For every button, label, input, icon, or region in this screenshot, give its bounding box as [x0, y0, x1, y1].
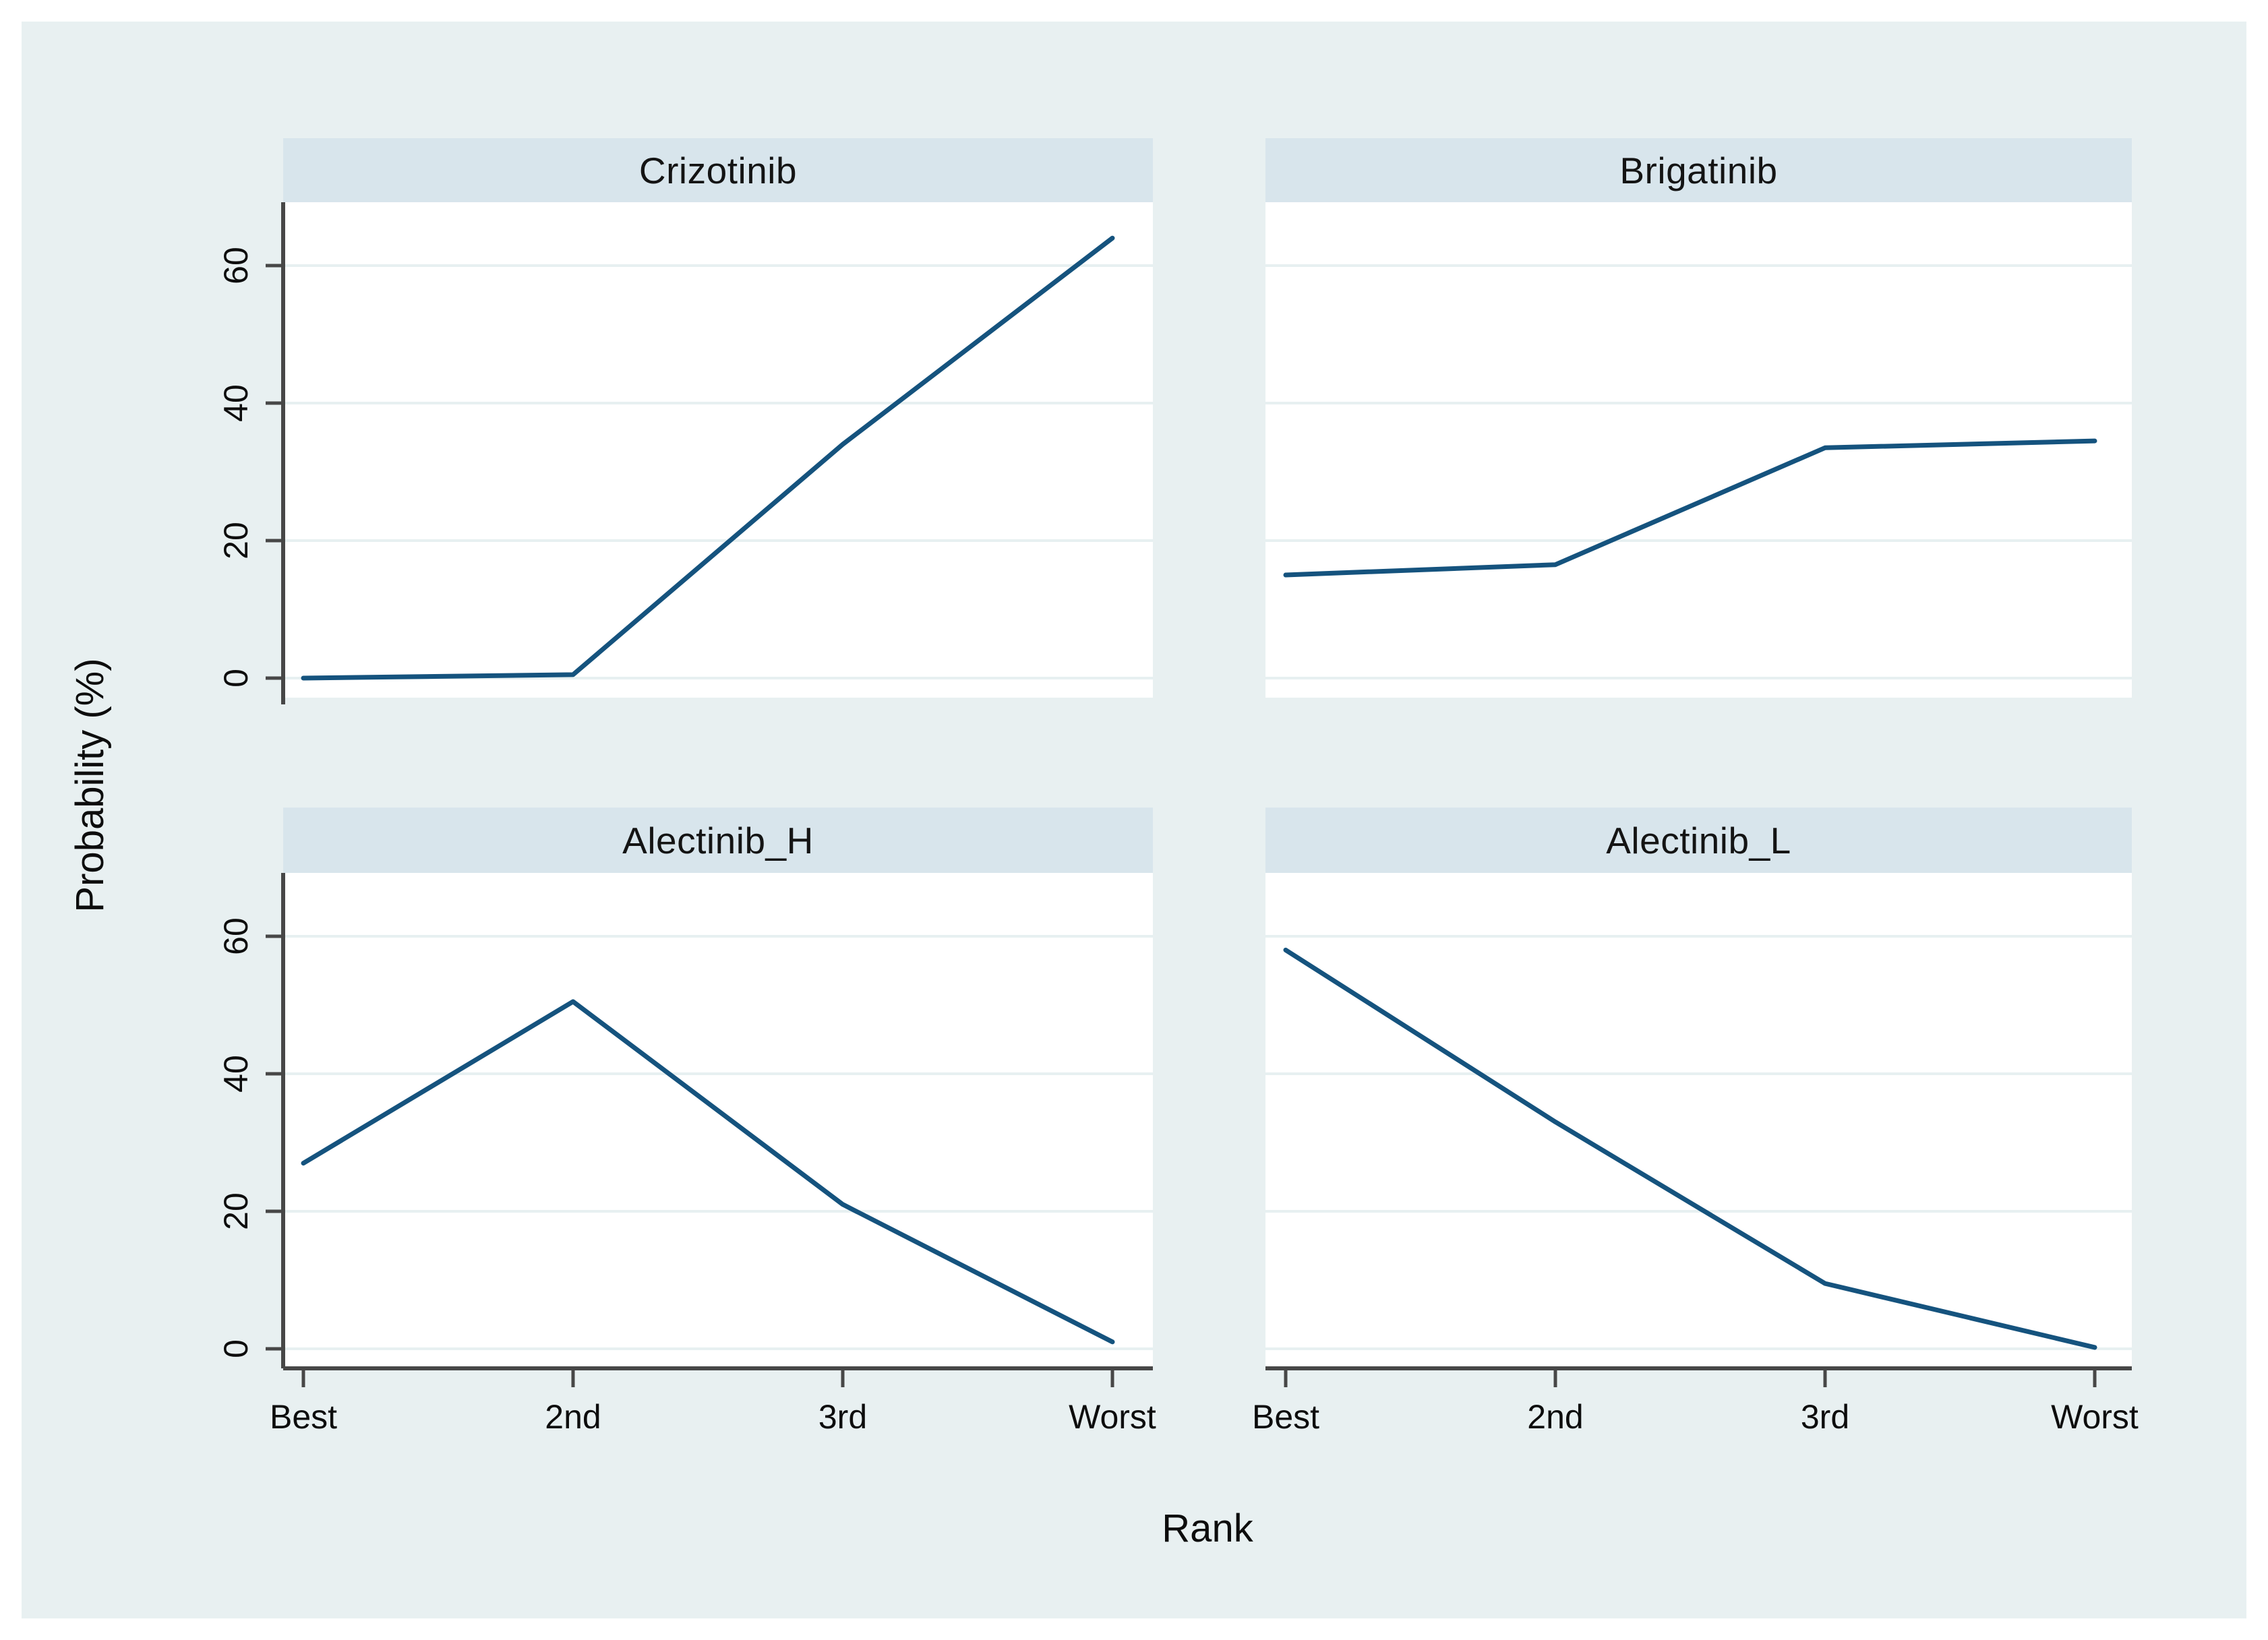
panel-title-alectinib-l: Alectinib_L: [1265, 808, 2132, 873]
x-tick-label: 3rd: [1800, 1398, 1850, 1436]
y-tick-label: 20: [217, 1192, 255, 1230]
panel-title-alectinib-h: Alectinib_H: [283, 808, 1153, 873]
x-tick-label: Worst: [2051, 1398, 2139, 1436]
figure-background: Crizotinib Brigatinib Alectinib_H Alecti…: [22, 22, 2246, 1618]
y-tick-label: 0: [217, 1339, 255, 1358]
y-axis-title: Probability (%): [67, 658, 112, 913]
crizotinib-line-plot: [266, 202, 1153, 704]
x-tick-label: Best: [269, 1398, 338, 1436]
x-tick-label: Best: [1251, 1398, 1320, 1436]
y-tick-label: 60: [217, 917, 255, 955]
y-tick-label: 40: [217, 1055, 255, 1093]
x-tick-label: Worst: [1069, 1398, 1156, 1436]
y-tick-label: 20: [217, 522, 255, 559]
x-tick-label: 2nd: [545, 1398, 601, 1436]
alectinib-l-line-plot: [1265, 873, 2132, 1387]
y-tick-label: 40: [217, 384, 255, 422]
x-tick-label: 2nd: [1527, 1398, 1584, 1436]
panel-title-crizotinib: Crizotinib: [283, 138, 1153, 202]
y-tick-label: 60: [217, 247, 255, 284]
brigatinib-line-plot: [1265, 202, 2132, 698]
alectinib-h-line-plot: [266, 873, 1153, 1387]
x-tick-label: 3rd: [818, 1398, 868, 1436]
x-axis-title: Rank: [1162, 1506, 1253, 1550]
panel-title-brigatinib: Brigatinib: [1265, 138, 2132, 202]
y-tick-label: 0: [217, 669, 255, 688]
